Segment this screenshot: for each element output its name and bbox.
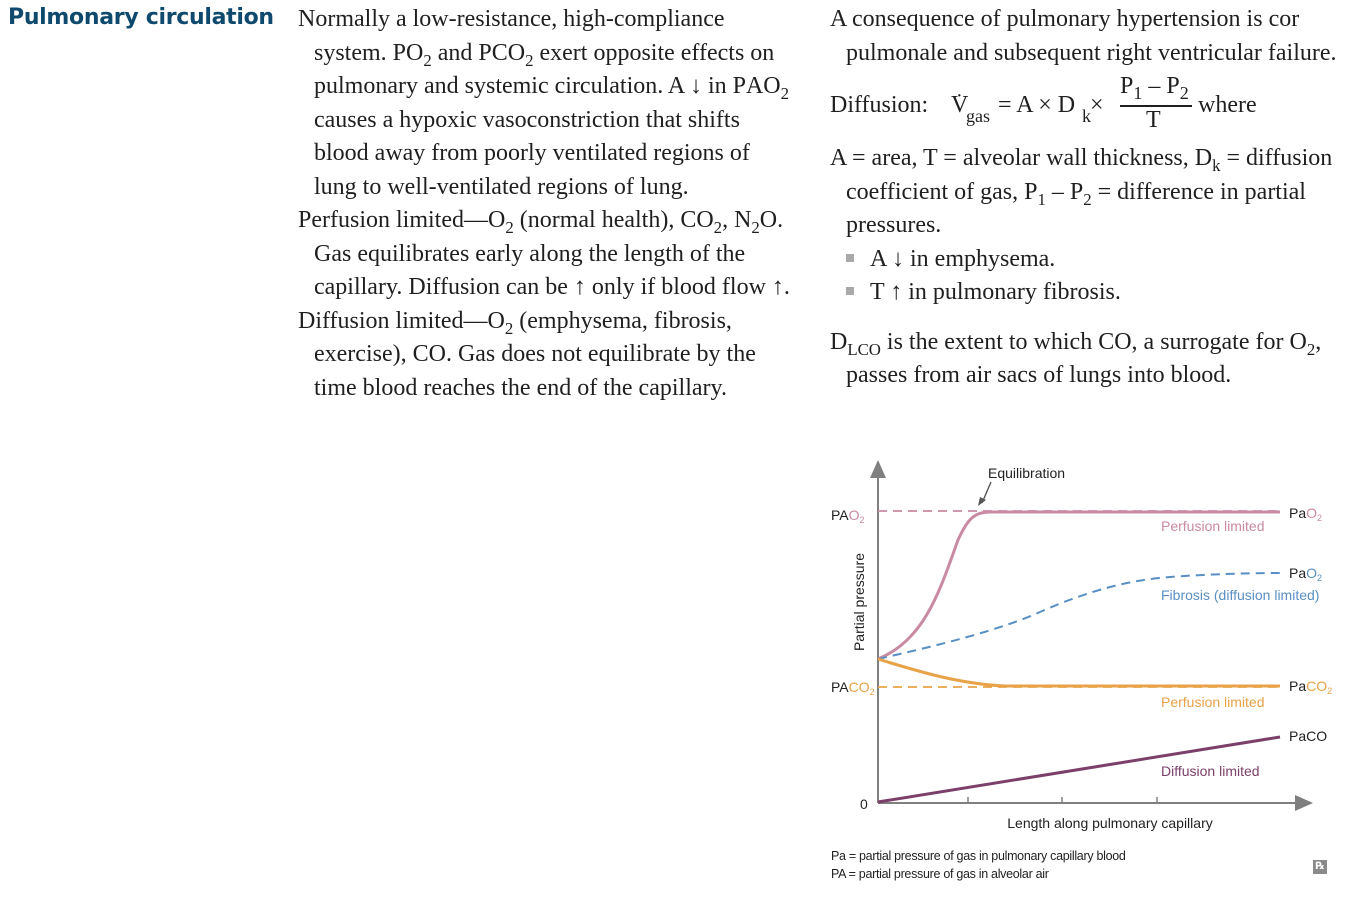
left-label-paco2: PACO2: [831, 679, 875, 697]
right-label-paco2: PaCO2: [1289, 678, 1332, 696]
footnote-pa-alveolar: PA = partial pressure of gas in alveolar…: [831, 867, 1049, 881]
eq-mid: = A × D: [998, 92, 1076, 118]
right-label-pao2-normal: PaO2: [1289, 505, 1322, 523]
paragraph-dlco: DLCO is the extent to which CO, a surrog…: [830, 328, 1322, 389]
bullet-emphysema: A ↓ in emphysema.: [830, 243, 1370, 277]
bullet-fibrosis: T ↑ in pulmonary fibrosis.: [830, 276, 1370, 310]
eq-v: V: [951, 92, 969, 118]
rx-icon: ℞: [1313, 860, 1327, 874]
co2-perfusion-curve: [877, 657, 1280, 688]
eq-vdot: ·: [956, 85, 963, 107]
paragraph-perfusion-limited: Perfusion limited—O2 (normal health), CO…: [298, 207, 790, 300]
up-arrow-icon: ↑: [573, 274, 586, 300]
eq-dsub: k: [1082, 106, 1091, 126]
curve-label-co-diffusion: Diffusion limited: [1161, 763, 1260, 779]
fibrosis-curve: [877, 572, 1283, 660]
zero-label: 0: [860, 796, 868, 812]
diffusion-equation: Diffusion: V · gas = A × D k × P1 – P2 T…: [830, 73, 1370, 134]
right-label-paco: PaCO: [1289, 728, 1327, 744]
fraction-bar: [1120, 105, 1192, 107]
equilibration-arrowhead: [978, 497, 986, 506]
paragraph-cor-pulmonale: A consequence of pulmonary hypertension …: [830, 6, 1337, 66]
paragraph-diffusion-limited: Diffusion limited—O2 (emphysema, fibrosi…: [298, 307, 756, 401]
footnote-pa-blood: Pa = partial pressure of gas in pulmonar…: [831, 849, 1126, 863]
paragraph-definitions: A = area, T = alveolar wall thickness, D…: [830, 145, 1333, 238]
eq-times: ×: [1090, 92, 1104, 118]
eq-where: where: [1198, 92, 1257, 118]
eq-denominator: T: [1146, 107, 1161, 133]
curve-label-fibrosis: Fibrosis (diffusion limited): [1161, 587, 1319, 603]
o2-perfusion-curve: [877, 510, 1280, 661]
curve-label-co2-perfusion: Perfusion limited: [1161, 694, 1265, 710]
down-arrow-icon: ↓: [689, 73, 702, 99]
y-axis-label: Partial pressure: [851, 553, 867, 651]
left-label-pao2: PAO2: [831, 507, 865, 525]
bullet-square-icon: [846, 253, 854, 262]
section-heading: Pulmonary circulation: [8, 5, 274, 30]
eq-lead: Diffusion:: [830, 92, 929, 118]
right-label-pao2-fibrosis: PaO2: [1289, 565, 1322, 583]
bullet-square-icon: [846, 287, 854, 295]
co-diffusion-curve: [877, 735, 1281, 804]
column-left: Normally a low-resistance, high-complian…: [298, 3, 798, 405]
up-arrow-icon: ↑: [771, 274, 784, 300]
column-right: A consequence of pulmonary hypertension …: [830, 3, 1370, 393]
equilibration-label: Equilibration: [988, 465, 1065, 481]
eq-vsub: gas: [966, 106, 990, 126]
x-axis-label: Length along pulmonary capillary: [1007, 815, 1212, 831]
eq-numerator: P1 – P2: [1120, 73, 1189, 103]
curve-label-o2-perfusion: Perfusion limited: [1161, 518, 1265, 534]
paragraph-normal-circulation: Normally a low-resistance, high-complian…: [298, 6, 790, 200]
